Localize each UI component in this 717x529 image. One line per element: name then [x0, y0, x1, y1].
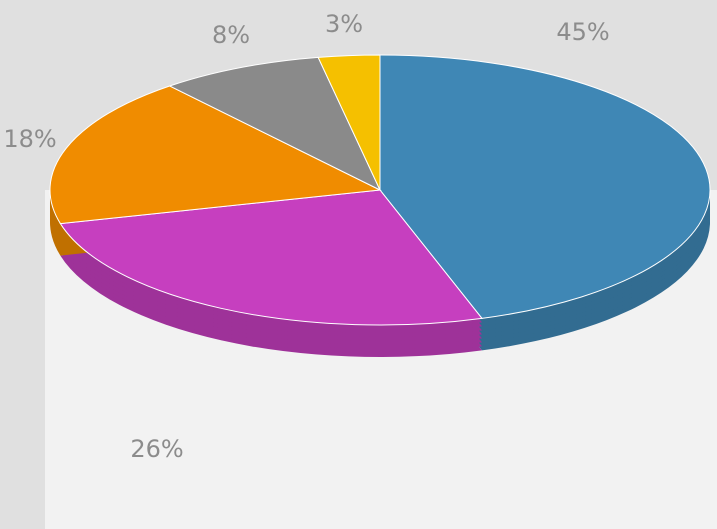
data-label: 45%	[556, 18, 609, 46]
data-label: 26%	[130, 435, 183, 463]
data-label: 8%	[212, 21, 250, 49]
slice	[317, 54, 381, 191]
data-label: 18%	[3, 125, 56, 153]
slice	[59, 189, 483, 326]
slice	[168, 56, 382, 192]
pie-top	[49, 54, 711, 326]
slice	[49, 85, 382, 225]
slice	[379, 54, 711, 319]
data-label: 3%	[325, 10, 363, 38]
